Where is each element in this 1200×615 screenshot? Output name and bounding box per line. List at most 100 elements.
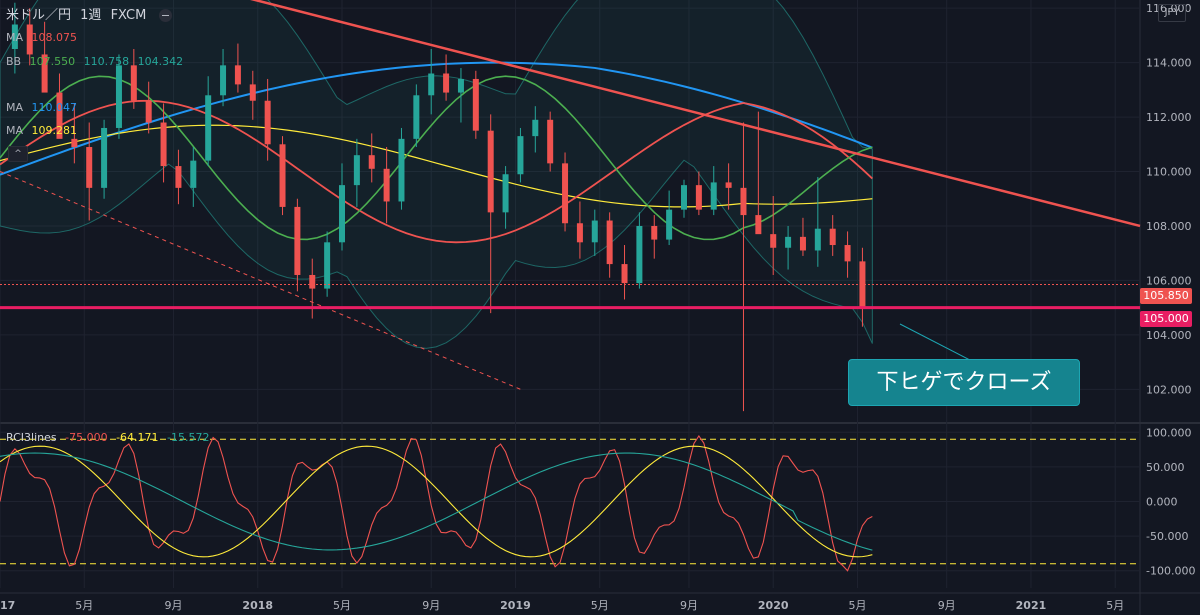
symbol-label[interactable]: 米ドル／円: [6, 8, 72, 23]
candle-body: [56, 92, 63, 139]
price-tick-label: 116.000: [1146, 2, 1192, 15]
time-tick-label: 9月: [938, 599, 956, 612]
interval-label[interactable]: 1週: [80, 8, 102, 23]
price-tag-last: 105.850: [1140, 288, 1192, 304]
candle-body: [859, 261, 866, 308]
time-tick-label: 9月: [422, 599, 440, 612]
candle-body: [829, 228, 836, 246]
candle-body: [160, 122, 167, 167]
resistance-trendline: [250, 0, 1141, 228]
candle-body: [591, 220, 598, 243]
candle-body: [279, 144, 286, 207]
candle-body: [353, 155, 360, 186]
candle-body: [457, 78, 464, 93]
candle-body: [770, 234, 777, 248]
candle-body: [41, 54, 48, 93]
time-tick-label: 5月: [591, 599, 609, 612]
candle-body: [398, 138, 405, 202]
price-tick-label: 102.000: [1146, 383, 1192, 396]
rci-tick-label: 100.000: [1146, 426, 1192, 439]
rci-mid-line: [0, 445, 873, 558]
candle-body: [234, 65, 241, 85]
candle-body: [576, 223, 583, 243]
candle-body: [383, 168, 390, 202]
annotation-callout[interactable]: 下ヒゲでクローズ: [848, 359, 1080, 406]
candle-body: [249, 84, 256, 101]
candle-body: [294, 206, 301, 275]
time-tick-label: 5月: [333, 599, 351, 612]
candle-body: [814, 228, 821, 251]
rci-name: RCI3lines: [6, 431, 57, 444]
candle-body: [799, 236, 806, 251]
candle-body: [413, 95, 420, 139]
time-tick-label: 2019: [500, 599, 531, 612]
indicator-value: 110.758: [83, 55, 130, 68]
candle-body: [755, 215, 762, 235]
indicator-row-ma2[interactable]: MA 110.047: [6, 101, 82, 114]
price-tick-label: 112.000: [1146, 111, 1192, 124]
candle-body: [324, 242, 331, 289]
source-label: FXCM: [110, 8, 147, 23]
bb-basis-line: [0, 75, 873, 241]
rci-value: -15.572: [167, 431, 210, 444]
collapse-legend-button[interactable]: ^: [8, 146, 28, 162]
time-tick-label: 5月: [75, 599, 93, 612]
time-tick-label: 2021: [1016, 599, 1047, 612]
candle-body: [681, 185, 687, 210]
candle-body: [606, 220, 613, 265]
candle-body: [368, 155, 375, 169]
time-tick-label: 5月: [1106, 599, 1124, 612]
candle-body: [86, 147, 93, 188]
indicator-value: 109.281: [31, 124, 78, 137]
candle-body: [695, 185, 702, 210]
indicator-name: MA: [6, 124, 24, 137]
currency-badge[interactable]: JPY: [1158, 4, 1186, 22]
candle-body: [101, 127, 108, 188]
candle-body: [205, 95, 212, 161]
candle-body: [785, 236, 792, 248]
indicator-name: MA: [6, 101, 24, 114]
candle-body: [220, 65, 227, 96]
rci-pane: [0, 434, 1140, 572]
candle-body: [517, 136, 524, 175]
indicator-row-ma3[interactable]: MA 109.281: [6, 124, 82, 137]
ma-blue-line: [0, 61, 873, 176]
candle-body: [725, 182, 732, 188]
minus-circle-icon[interactable]: [159, 9, 173, 22]
candle-body: [502, 174, 509, 213]
indicator-name: BB: [6, 55, 22, 68]
candle-body: [666, 209, 673, 240]
rci-tick-label: 50.000: [1146, 461, 1185, 474]
candle-body: [487, 130, 494, 213]
candle-body: [547, 119, 554, 164]
rci-tick-label: -100.000: [1146, 565, 1195, 578]
time-tick-label: 9月: [680, 599, 698, 612]
candle-body: [309, 274, 316, 289]
indicator-row-ma1[interactable]: MA 108.075: [6, 31, 82, 44]
price-tick-label: 114.000: [1146, 57, 1192, 70]
rci-tick-label: 0.000: [1146, 496, 1178, 509]
indicator-row-bb[interactable]: BB 107.550 110.758 104.342: [6, 55, 188, 68]
candle-body: [844, 245, 851, 262]
candle-body: [472, 78, 479, 131]
candle-body: [175, 166, 182, 188]
bollinger-band: [0, 0, 873, 349]
price-tag-line: 105.000: [1140, 311, 1192, 327]
candle-body: [428, 73, 435, 96]
candle-body: [115, 65, 122, 128]
price-pane: [0, 0, 1141, 412]
price-tick-label: 106.000: [1146, 274, 1192, 287]
candle-body: [740, 187, 747, 216]
rci-legend[interactable]: RCI3lines -75.000 -64.171 -15.572: [6, 431, 215, 444]
time-tick-label: 2018: [242, 599, 273, 612]
candle-body: [130, 65, 137, 101]
time-tick-label: 2017: [0, 599, 15, 612]
indicator-value: 110.047: [31, 101, 78, 114]
indicator-value: 108.075: [31, 31, 78, 44]
candle-body: [710, 182, 717, 210]
ma-red-line: [0, 99, 873, 244]
candle-body: [11, 24, 18, 50]
time-tick-label: 9月: [164, 599, 182, 612]
price-tick-label: 108.000: [1146, 220, 1192, 233]
